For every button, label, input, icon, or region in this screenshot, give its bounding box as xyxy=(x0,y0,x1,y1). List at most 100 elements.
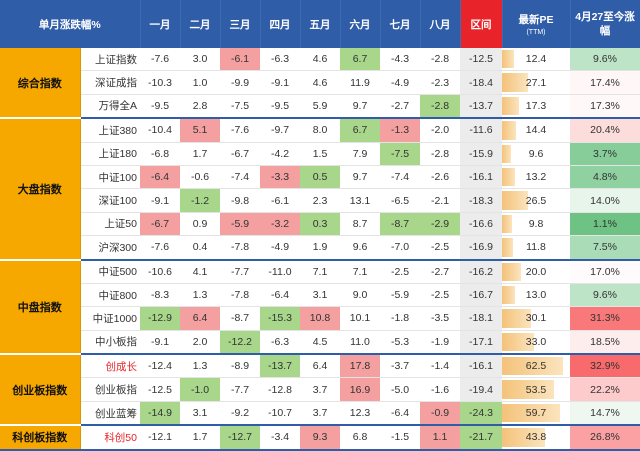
month-value: 4.5 xyxy=(300,330,340,356)
pe-cell: 13.2 xyxy=(502,165,570,190)
header-month-2: 二月 xyxy=(180,0,221,48)
month-value: 10.8 xyxy=(300,306,340,331)
month-value: -14.9 xyxy=(140,401,180,427)
month-value: 4.6 xyxy=(300,70,340,95)
return-value: 17.0% xyxy=(570,259,640,284)
range-value: -13.7 xyxy=(460,94,502,120)
month-value: -2.1 xyxy=(420,188,460,213)
pe-bar xyxy=(502,144,512,163)
header-pe: 最新PE (TTM) xyxy=(502,0,571,48)
range-value: -16.1 xyxy=(460,354,502,379)
month-value: 9.0 xyxy=(340,283,380,308)
month-value: -2.0 xyxy=(420,118,460,143)
pe-bar xyxy=(502,380,554,399)
range-value: -18.1 xyxy=(460,306,502,331)
table-row: 创业板指数 创成长 -12.4 1.3 -8.9 -13.7 6.4 17.8 -3.7 -1.4… xyxy=(0,354,640,427)
range-value: -16.1 xyxy=(460,165,502,190)
month-value: -0.9 xyxy=(420,401,460,427)
pe-bar xyxy=(502,309,532,328)
month-value: -6.4 xyxy=(140,165,180,190)
return-value: 20.4% xyxy=(570,118,640,143)
return-value: 31.3% xyxy=(570,306,640,331)
pe-cell: 27.1 xyxy=(502,70,570,95)
month-value: -5.9 xyxy=(220,212,260,237)
month-value: -10.7 xyxy=(260,401,300,427)
table-row: 沪深300 -7.6 0.4 -7.8 -4.9 1.9 9.6 -7.0 -2.5 -16.9 1… xyxy=(0,235,640,261)
month-value: -7.8 xyxy=(220,235,260,261)
month-value: -10.6 xyxy=(140,259,180,284)
pe-value: 14.4 xyxy=(525,124,547,137)
pe-value: 13.0 xyxy=(525,289,547,302)
return-value: 9.6% xyxy=(570,48,640,72)
header-pe-sub: (TTM) xyxy=(526,29,546,36)
month-value: -4.3 xyxy=(380,48,420,72)
month-value: -2.5 xyxy=(380,259,420,284)
pe-value: 53.5 xyxy=(525,383,547,396)
month-value: -12.9 xyxy=(140,306,180,331)
month-value: 7.9 xyxy=(340,142,380,166)
header-month-4: 四月 xyxy=(260,0,301,48)
month-value: -6.4 xyxy=(380,401,420,427)
table-row: 万得全A -9.5 2.8 -7.5 -9.5 5.9 9.7 -2.7 -2.8 -13.7 17… xyxy=(0,94,640,120)
month-value: 3.7 xyxy=(300,401,340,427)
month-value: -2.8 xyxy=(420,48,460,72)
group-label: 科创板指数 xyxy=(0,425,81,451)
month-value: -7.0 xyxy=(380,235,420,261)
table-row: 中证800 -8.3 1.3 -7.8 -6.4 3.1 9.0 -5.9 -2.5 -16.7 1… xyxy=(0,283,640,308)
month-value: -1.2 xyxy=(180,188,220,213)
range-value: -16.7 xyxy=(460,283,502,308)
index-name: 中证500 xyxy=(80,259,140,284)
month-value: -2.8 xyxy=(420,142,460,166)
pe-value: 43.8 xyxy=(525,431,547,444)
month-value: -7.4 xyxy=(220,165,260,190)
month-value: -2.6 xyxy=(420,165,460,190)
month-value: -2.3 xyxy=(420,70,460,95)
index-name: 深证成指 xyxy=(80,70,140,95)
group-label: 大盘指数 xyxy=(0,118,81,261)
month-value: 17.8 xyxy=(340,354,380,379)
month-value: -5.0 xyxy=(380,377,420,402)
pe-value: 9.6 xyxy=(528,147,544,160)
month-value: 0.9 xyxy=(180,212,220,237)
month-value: 3.0 xyxy=(180,48,220,72)
month-value: -2.5 xyxy=(420,283,460,308)
month-value: -2.5 xyxy=(420,235,460,261)
return-value: 17.3% xyxy=(570,94,640,120)
month-value: 3.1 xyxy=(180,401,220,427)
table-row: 中小板指 -9.1 2.0 -12.2 -6.3 4.5 11.0 -5.3 -1.9 -17.1… xyxy=(0,330,640,356)
month-value: 6.4 xyxy=(300,354,340,379)
month-value: -9.1 xyxy=(260,70,300,95)
month-value: -7.5 xyxy=(380,142,420,166)
month-value: -8.3 xyxy=(140,283,180,308)
month-value: -7.5 xyxy=(220,94,260,120)
month-value: 1.7 xyxy=(180,425,220,451)
month-value: -8.7 xyxy=(220,306,260,331)
month-value: -7.7 xyxy=(220,259,260,284)
pe-value: 11.8 xyxy=(526,241,546,254)
pe-cell: 17.3 xyxy=(502,94,570,120)
month-value: -12.8 xyxy=(260,377,300,402)
month-value: 1.5 xyxy=(300,142,340,166)
pe-value: 59.7 xyxy=(525,407,547,420)
return-value: 17.4% xyxy=(570,70,640,95)
month-value: 13.1 xyxy=(340,188,380,213)
month-value: -13.7 xyxy=(260,354,300,379)
month-value: 1.3 xyxy=(180,283,220,308)
month-value: -4.2 xyxy=(260,142,300,166)
month-value: -1.9 xyxy=(420,330,460,356)
pe-value: 20.0 xyxy=(525,265,547,278)
month-value: 6.8 xyxy=(340,425,380,451)
return-value: 14.7% xyxy=(570,401,640,427)
table-body: 综合指数 上证指数 -7.6 3.0 -6.1 -6.3 4.6 6.7 -4.3 -2.8 -12… xyxy=(0,48,640,451)
pe-cell: 59.7 xyxy=(502,401,570,427)
range-value: -18.4 xyxy=(460,70,502,95)
group-label: 创业板指数 xyxy=(0,354,81,427)
range-value: -12.5 xyxy=(460,48,502,72)
month-value: 7.1 xyxy=(300,259,340,284)
month-value: -0.6 xyxy=(180,165,220,190)
header-title: 单月涨跌幅% xyxy=(0,0,141,48)
month-value: -9.1 xyxy=(140,188,180,213)
month-value: 7.1 xyxy=(340,259,380,284)
header-range: 区间 xyxy=(460,0,503,48)
